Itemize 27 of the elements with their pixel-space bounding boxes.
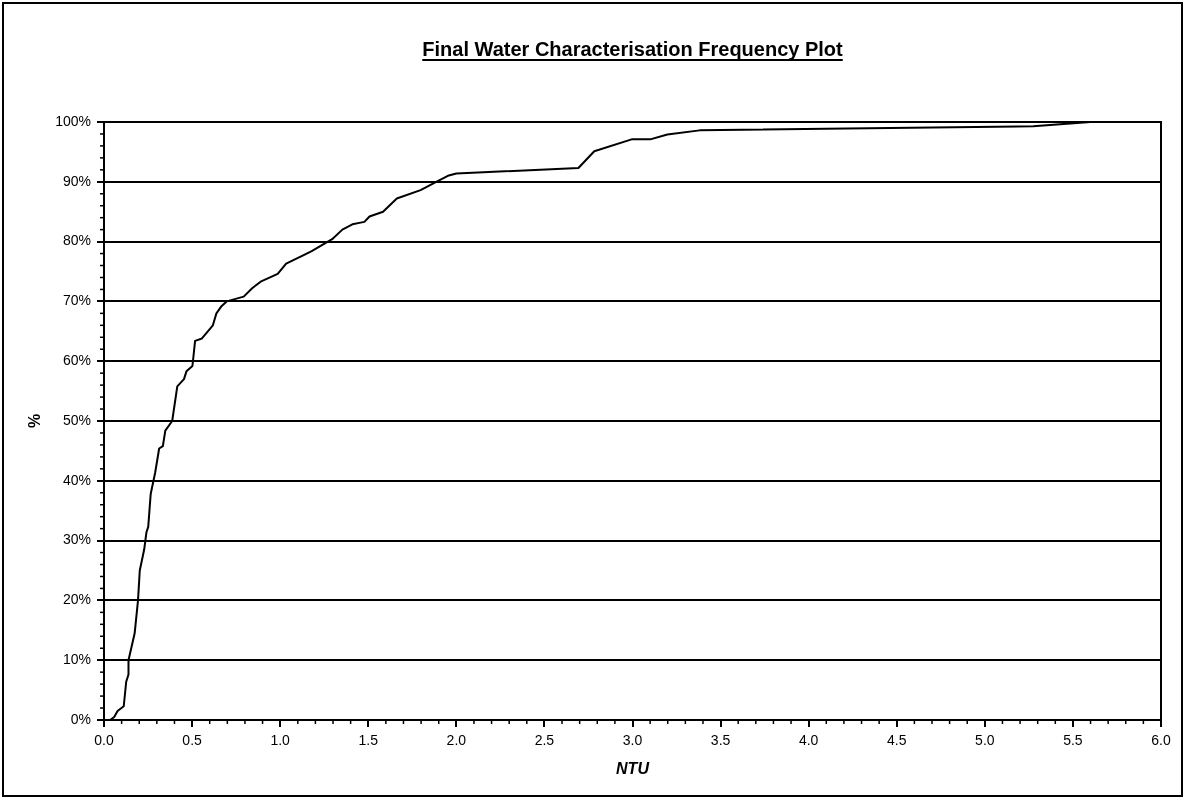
x-tick-label: 4.5 [887,732,907,749]
x-tick-label: 5.0 [975,732,995,749]
x-axis-title: NTU [616,759,650,777]
x-tick-label: 0.0 [94,732,114,749]
y-tick-label: 50% [62,411,92,428]
x-tick-label: 1.0 [270,732,291,749]
y-tick-label: 30% [62,531,92,548]
chart-title: Final Water Characterisation Frequency Plot [422,38,844,60]
x-tick-label: 2.5 [534,732,555,749]
x-tick-label: 0.5 [182,732,203,749]
x-tick-label: 3.0 [622,732,643,749]
x-tick-label: 5.5 [1063,732,1083,749]
x-tick-label: 4.0 [798,732,819,749]
y-tick-label: 70% [62,292,92,309]
x-tick-label: 2.0 [446,732,467,749]
y-tick-label: 80% [62,232,92,249]
y-axis-title: % [26,413,44,429]
y-tick-label: 10% [62,651,92,668]
y-tick-label: 60% [62,352,92,369]
y-tick-label: 100% [55,112,92,129]
x-tick-label: 3.5 [710,732,731,749]
x-tick-label: 1.5 [358,732,379,749]
y-tick-label: 0% [70,710,92,727]
y-tick-label: 40% [62,471,92,488]
x-tick-label: 6.0 [1151,732,1171,749]
y-tick-label: 90% [62,172,92,189]
y-tick-label: 20% [62,591,92,608]
